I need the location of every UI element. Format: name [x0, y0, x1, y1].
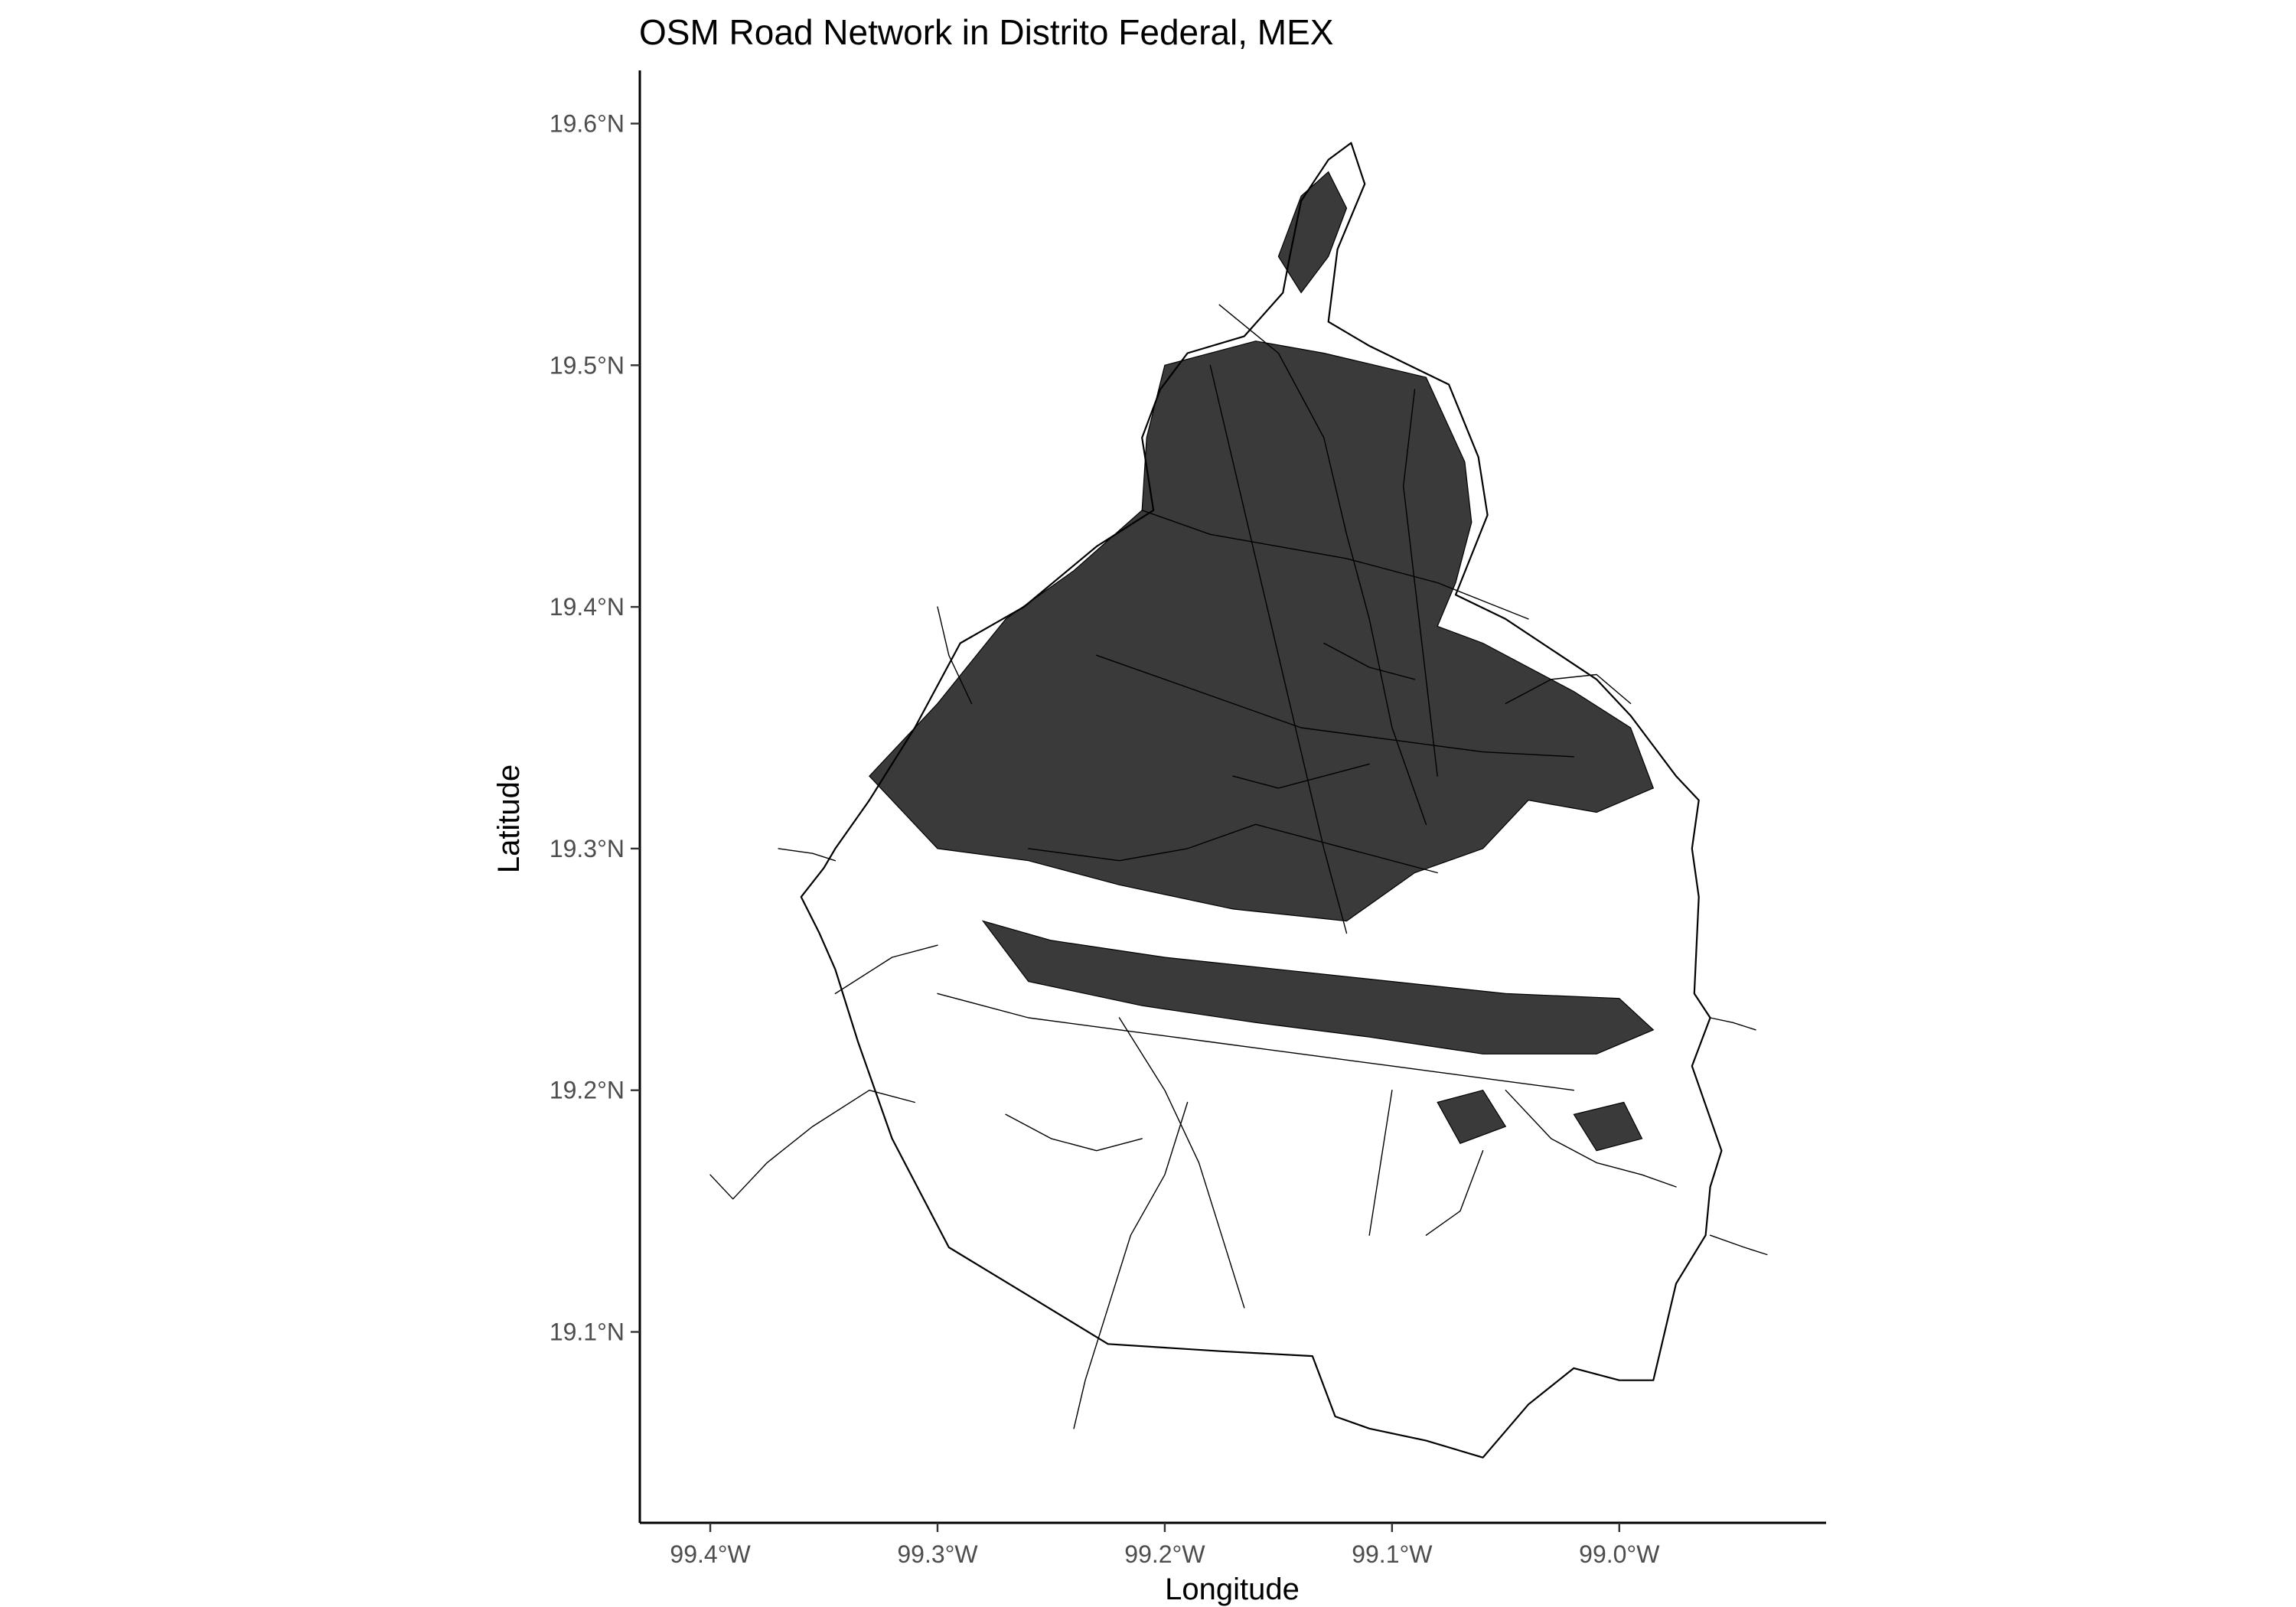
- road-line: [709, 1090, 915, 1200]
- road-line: [1368, 1090, 1393, 1236]
- y-tick-label: 19.3°N: [550, 835, 625, 862]
- dense-road-area: [981, 920, 1655, 1054]
- road-line: [1323, 642, 1416, 680]
- y-tick-label: 19.2°N: [550, 1077, 625, 1104]
- road-line: [1096, 654, 1575, 758]
- road-line: [1709, 1017, 1756, 1031]
- road-line: [1141, 510, 1529, 620]
- y-tick-label: 19.1°N: [550, 1319, 625, 1346]
- road-network-dense-layer: [869, 171, 1655, 1152]
- road-network-layer: [709, 304, 1768, 1429]
- y-tick-label: 19.6°N: [550, 109, 625, 137]
- road-line: [1425, 1150, 1484, 1236]
- x-tick-label: 99.2°W: [1124, 1540, 1205, 1568]
- dense-road-area: [1437, 1090, 1507, 1144]
- road-line: [937, 606, 973, 705]
- dense-road-area: [869, 341, 1655, 922]
- road-line: [1028, 823, 1438, 874]
- x-axis-ticks: 99.4°W 99.3°W 99.2°W 99.1°W 99.0°W: [670, 1523, 1660, 1568]
- x-tick-label: 99.0°W: [1579, 1540, 1660, 1568]
- y-tick-label: 19.5°N: [550, 351, 625, 379]
- road-line: [1118, 1017, 1245, 1309]
- dense-road-area: [1573, 1101, 1643, 1152]
- y-tick-label: 19.4°N: [550, 593, 625, 621]
- road-line: [834, 944, 938, 995]
- x-tick-label: 99.4°W: [670, 1540, 751, 1568]
- road-line: [1218, 304, 1427, 825]
- district-boundary: [800, 142, 1723, 1459]
- road-line: [778, 848, 837, 862]
- road-line: [1505, 673, 1632, 705]
- x-tick-label: 99.3°W: [897, 1540, 978, 1568]
- road-line: [937, 993, 1575, 1091]
- x-tick-label: 99.1°W: [1352, 1540, 1433, 1568]
- road-line: [1505, 1090, 1677, 1188]
- road-line: [1073, 1101, 1189, 1429]
- road-line: [1403, 389, 1438, 777]
- y-axis-ticks: 19.1°N 19.2°N 19.3°N 19.4°N 19.5°N 19.6°N: [550, 109, 640, 1346]
- road-line: [1232, 763, 1370, 789]
- road-line: [1709, 1234, 1768, 1256]
- dense-road-area: [1277, 171, 1348, 294]
- y-axis-title: Latitude: [492, 764, 526, 873]
- map-panel: [709, 142, 1768, 1459]
- road-line: [1209, 364, 1348, 934]
- map-title: OSM Road Network in Distrito Federal, ME…: [639, 12, 1334, 52]
- x-axis-title: Longitude: [1165, 1573, 1300, 1606]
- road-line: [1005, 1113, 1143, 1152]
